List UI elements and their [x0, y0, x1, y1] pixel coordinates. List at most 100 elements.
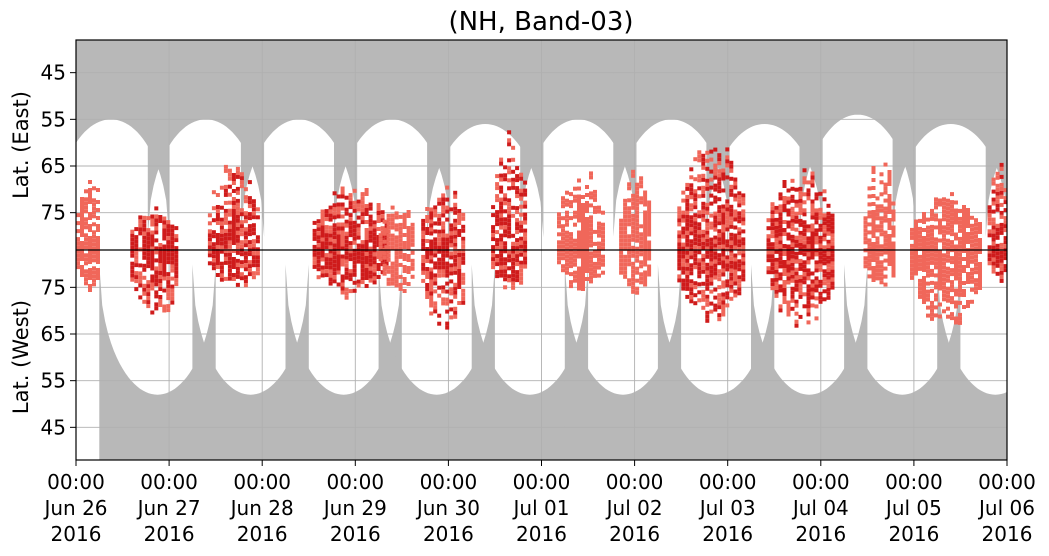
- activity-cell: [790, 198, 795, 203]
- activity-cell: [154, 306, 159, 311]
- activity-cell: [681, 262, 686, 267]
- activity-cell: [251, 251, 256, 256]
- activity-cell: [926, 217, 930, 222]
- activity-cell: [453, 226, 458, 231]
- activity-cell: [883, 214, 888, 219]
- activity-cell: [324, 245, 329, 250]
- activity-cell: [344, 251, 349, 256]
- activity-cell: [441, 245, 446, 250]
- activity-cell: [340, 202, 345, 207]
- activity-cell: [235, 242, 240, 247]
- activity-cell: [999, 162, 1004, 167]
- activity-cell: [162, 252, 167, 257]
- activity-cell: [390, 225, 395, 230]
- activity-cell: [227, 172, 232, 177]
- activity-cell: [721, 228, 726, 233]
- activity-cell: [766, 246, 771, 251]
- activity-cell: [336, 202, 341, 207]
- activity-cell: [593, 261, 597, 266]
- activity-cell: [729, 208, 734, 213]
- activity-cell: [922, 264, 926, 268]
- activity-cell: [806, 256, 811, 261]
- activity-cell: [561, 204, 565, 209]
- activity-cell: [320, 233, 325, 238]
- activity-cell: [84, 253, 88, 258]
- activity-cell: [802, 192, 807, 197]
- activity-cell: [138, 223, 143, 228]
- activity-cell: [88, 268, 92, 272]
- activity-cell: [946, 242, 950, 247]
- activity-cell: [958, 312, 962, 317]
- activity-cell: [461, 288, 466, 293]
- activity-cell: [830, 245, 835, 250]
- activity-cell: [774, 241, 779, 246]
- activity-cell: [495, 238, 500, 243]
- activity-cell: [352, 232, 357, 237]
- activity-cell: [822, 245, 827, 250]
- activity-cell: [623, 254, 628, 259]
- activity-cell: [577, 286, 581, 291]
- activity-cell: [705, 262, 710, 267]
- activity-cell: [999, 250, 1004, 255]
- activity-cell: [867, 242, 872, 247]
- activity-cell: [770, 214, 775, 219]
- activity-cell: [822, 257, 827, 262]
- activity-cell: [774, 209, 779, 214]
- activity-cell: [950, 300, 954, 305]
- activity-cell: [790, 210, 795, 215]
- activity-cell: [778, 204, 783, 209]
- activity-cell: [569, 236, 573, 241]
- activity-cell: [231, 225, 236, 229]
- activity-cell: [386, 241, 391, 246]
- activity-cell: [372, 268, 377, 273]
- activity-cell: [631, 269, 636, 274]
- activity-cell: [340, 258, 345, 263]
- activity-cell: [790, 306, 795, 311]
- activity-cell: [491, 253, 496, 258]
- activity-cell: [717, 257, 722, 262]
- activity-cell: [717, 197, 722, 202]
- activity-cell: [344, 255, 349, 260]
- activity-cell: [162, 276, 167, 281]
- activity-cell: [507, 278, 512, 283]
- activity-cell: [519, 228, 524, 233]
- activity-cell: [802, 224, 807, 229]
- activity-cell: [950, 212, 954, 217]
- activity-cell: [830, 281, 835, 286]
- activity-cell: [733, 197, 738, 202]
- activity-cell: [235, 170, 240, 175]
- activity-cell: [170, 260, 175, 265]
- activity-cell: [348, 241, 353, 246]
- activity-cell: [76, 265, 80, 270]
- activity-cell: [88, 188, 92, 192]
- activity-cell: [429, 267, 434, 272]
- activity-cell: [697, 262, 702, 267]
- activity-cell: [798, 206, 803, 211]
- activity-cell: [786, 312, 791, 317]
- activity-cell: [445, 301, 450, 306]
- activity-cell: [802, 220, 807, 225]
- activity-cell: [814, 268, 819, 273]
- activity-cell: [227, 248, 232, 253]
- activity-cell: [92, 210, 96, 215]
- activity-cell: [946, 206, 950, 211]
- activity-cell: [227, 272, 232, 277]
- activity-cell: [243, 227, 248, 232]
- activity-cell: [523, 204, 528, 209]
- no-data-region-west-0: [99, 264, 216, 460]
- activity-cell: [235, 270, 240, 275]
- activity-cell: [962, 225, 966, 229]
- activity-cell: [782, 232, 787, 236]
- activity-cell: [627, 250, 632, 255]
- activity-cell: [910, 259, 914, 264]
- activity-cell: [887, 218, 892, 222]
- activity-cell: [577, 242, 581, 247]
- activity-cell: [806, 304, 811, 309]
- activity-cell: [725, 227, 730, 232]
- activity-cell: [398, 246, 403, 251]
- activity-cell: [511, 213, 516, 218]
- activity-cell: [348, 193, 353, 198]
- activity-cell: [491, 257, 496, 262]
- activity-cell: [962, 265, 966, 269]
- activity-cell: [875, 264, 880, 269]
